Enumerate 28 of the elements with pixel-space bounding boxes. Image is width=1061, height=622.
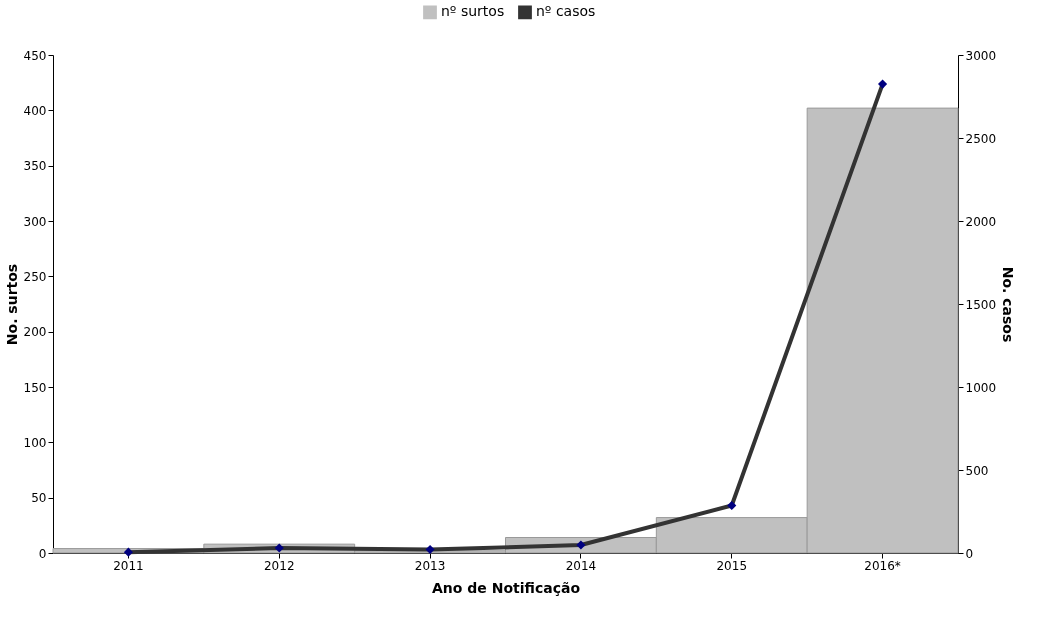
x-axis-title: Ano de Notificação: [432, 579, 581, 596]
legend-label: nº casos: [536, 3, 596, 20]
y-tick-label: 100: [23, 435, 47, 450]
y-tick-label: 150: [23, 380, 47, 395]
y-tick-label: 50: [31, 491, 47, 506]
x-tick-label: 2012: [263, 558, 295, 573]
y-tick-label: 450: [23, 48, 47, 63]
y2-tick-label: 2500: [965, 131, 997, 146]
x-tick-label: 2016*: [864, 558, 901, 573]
y2-tick-label: 0: [965, 546, 974, 561]
y-tick-label: 250: [23, 269, 47, 284]
legend-label: nº surtos: [441, 3, 505, 20]
y2-tick-label: 1500: [965, 297, 997, 312]
y2-tick-label: 500: [965, 463, 989, 478]
y-axis-title: No. surtos: [3, 263, 20, 346]
y-tick-label: 350: [23, 159, 47, 174]
y2-tick-label: 3000: [965, 48, 997, 63]
x-tick-label: 2013: [414, 558, 446, 573]
y-tick-label: 300: [23, 214, 47, 229]
x-tick-label: 2011: [113, 558, 144, 573]
x-tick-label: 2015: [716, 558, 748, 573]
x-tick-label: 2014: [565, 558, 597, 573]
y-tick-label: 400: [23, 103, 47, 118]
y2-tick-label: 1000: [965, 380, 997, 395]
y2-axis-title: No. casos: [1000, 266, 1017, 343]
y2-tick-label: 2000: [965, 214, 997, 229]
y-tick-label: 200: [23, 325, 47, 340]
y-tick-label: 0: [38, 546, 47, 561]
